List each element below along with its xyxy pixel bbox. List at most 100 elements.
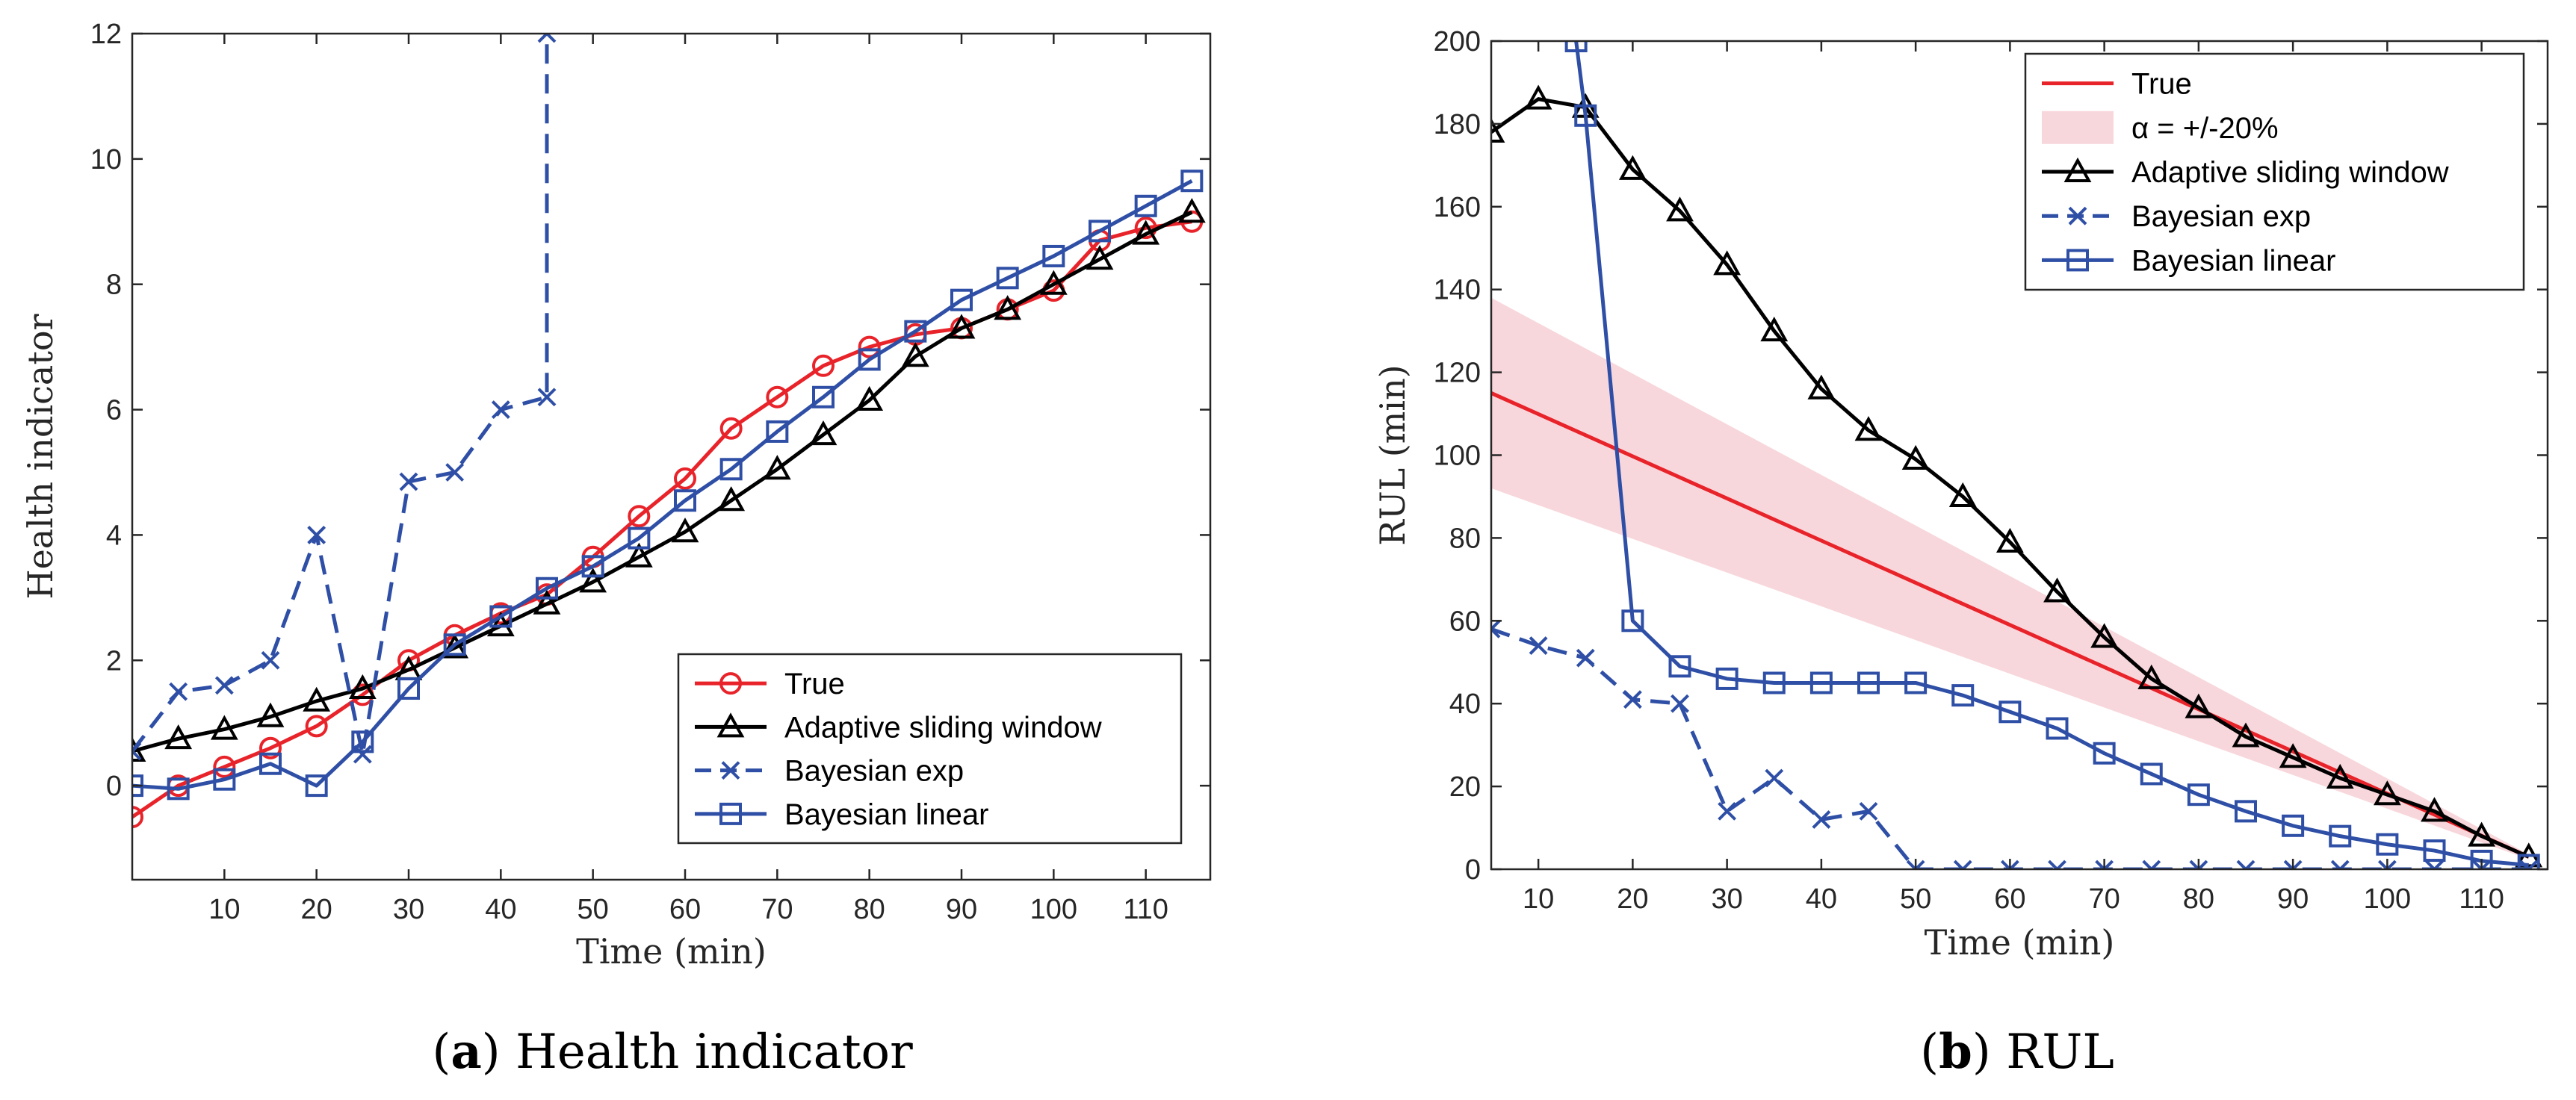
legend-label: Adaptive sliding window [2131, 156, 2449, 189]
data-point [1807, 374, 1836, 400]
legend-box [677, 653, 1183, 845]
data-point [1948, 482, 1977, 507]
data-point [858, 348, 881, 371]
series-line [132, 179, 1193, 791]
data-point [1953, 860, 1972, 869]
data-point [1491, 117, 1505, 143]
data-point [261, 650, 280, 670]
data-point [1132, 220, 1160, 245]
data-point [1618, 155, 1647, 180]
data-point [2046, 717, 2069, 740]
data-point [671, 518, 699, 543]
y-tick-label: 10 [90, 144, 122, 175]
data-point [2330, 860, 2350, 869]
data-point [1177, 198, 1206, 223]
data-point [1671, 694, 1689, 713]
data-point [1859, 801, 1878, 821]
caption-paren-open: ( [1920, 1025, 1939, 1080]
data-point [1666, 196, 1694, 222]
data-point [2326, 763, 2354, 789]
series-line [132, 34, 549, 756]
data-point [397, 677, 420, 700]
data-point [1901, 444, 1930, 470]
data-point [164, 724, 193, 750]
series-true [1491, 391, 2530, 859]
data-point [1998, 700, 2022, 724]
data-point [489, 605, 513, 628]
data-point [1086, 245, 1114, 270]
data-point [2000, 860, 2019, 869]
series-line [1574, 41, 2529, 867]
caption-letter: b [1939, 1024, 1972, 1080]
panel-caption: (a) Health indicator [432, 1024, 913, 1080]
y-tick-label: 160 [1434, 192, 1481, 223]
data-point [858, 335, 881, 358]
series-bayesian-linear [132, 170, 1204, 801]
data-point [1042, 244, 1065, 267]
data-point [2468, 821, 2496, 847]
x-tick-label: 60 [1994, 883, 2025, 915]
data-point [674, 489, 696, 512]
data-point [2236, 860, 2255, 869]
x-tick-label: 90 [2277, 883, 2309, 915]
y-tick-label: 12 [90, 19, 122, 50]
legend-swatch-marker [719, 672, 742, 695]
data-point [855, 385, 884, 411]
legend-label: True [784, 668, 845, 700]
y-axis-label: RUL (min) [1372, 364, 1413, 545]
x-tick-label: 80 [854, 894, 885, 925]
data-point [809, 420, 837, 446]
data-point [2282, 814, 2305, 837]
data-point [1854, 416, 1883, 441]
data-point [904, 320, 927, 343]
legend-swatch-marker [721, 761, 740, 780]
data-point [1668, 655, 1691, 678]
data-point [628, 505, 651, 528]
data-point [2517, 854, 2540, 869]
y-tick-label: 20 [1449, 771, 1481, 803]
data-point [1564, 41, 1588, 52]
data-point [256, 702, 285, 727]
x-tick-label: 40 [485, 894, 516, 925]
data-point [2187, 783, 2210, 807]
data-point [1762, 671, 1786, 695]
y-axis-label: Health indicator [20, 314, 61, 599]
data-point [625, 542, 653, 568]
data-point [1951, 684, 1975, 707]
legend-label: α = +/-20% [2131, 112, 2279, 145]
x-tick-label: 50 [1900, 883, 1931, 915]
data-point [1621, 609, 1644, 633]
data-point [1524, 84, 1552, 110]
y-tick-label: 200 [1434, 26, 1481, 58]
x-tick-label: 70 [761, 894, 793, 925]
data-point [947, 314, 976, 339]
data-point [2373, 780, 2401, 806]
data-point [812, 354, 835, 377]
legend-label: Bayesian exp [784, 755, 964, 788]
x-tick-label: 10 [1523, 883, 1554, 915]
x-tick-label: 20 [301, 894, 332, 925]
caption-paren-close: ) [482, 1025, 515, 1080]
data-point [169, 682, 188, 701]
data-point [213, 755, 236, 778]
caption-text: RUL [2006, 1025, 2114, 1080]
data-point [1718, 801, 1737, 821]
data-point [628, 526, 651, 550]
data-point [537, 34, 557, 43]
data-point [1491, 619, 1501, 638]
data-point [763, 455, 791, 480]
data-point [307, 525, 326, 544]
y-tick-label: 4 [106, 520, 122, 551]
data-point [443, 633, 466, 656]
data-point [1134, 194, 1157, 217]
data-point [2185, 693, 2213, 718]
data-point [812, 385, 835, 408]
data-point [1576, 648, 1595, 668]
data-point [1996, 527, 2024, 553]
x-tick-label: 10 [208, 894, 240, 925]
data-point [579, 568, 607, 593]
data-point [2425, 860, 2444, 869]
data-point [491, 400, 510, 419]
data-point [536, 577, 558, 600]
data-point [2377, 860, 2397, 869]
